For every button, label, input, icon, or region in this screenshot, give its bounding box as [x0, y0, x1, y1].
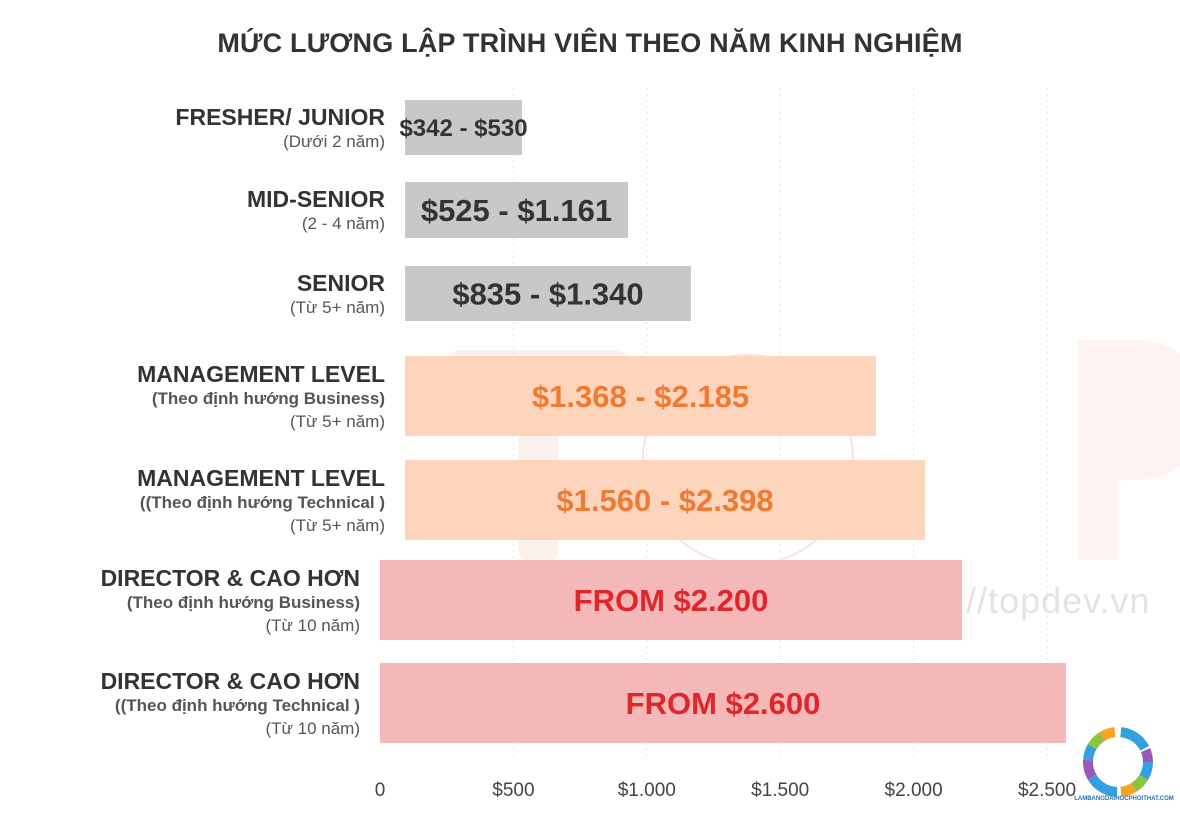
- category-sublabel: (Từ 5+ năm): [290, 298, 385, 317]
- category-sublabel: (Từ 10 năm): [265, 616, 360, 635]
- bar: [380, 560, 962, 640]
- category-sublabel: (Dưới 2 năm): [283, 132, 385, 151]
- category-label: MANAGEMENT LEVEL: [137, 465, 385, 491]
- category-sublabel: (Từ 5+ năm): [290, 412, 385, 431]
- bar-value-label: $1.368 - $2.185: [532, 379, 749, 414]
- x-tick-label: $1.000: [618, 780, 676, 801]
- bar: [405, 182, 628, 238]
- bar-value-label: $525 - $1.161: [421, 193, 612, 228]
- category-label: DIRECTOR & CAO HƠN: [101, 668, 360, 694]
- bar-value-label: FROM $2.600: [626, 686, 821, 721]
- brand-text: LAMBANGDAIHOCPHOITHAT.COM: [1074, 796, 1174, 802]
- bar: [405, 100, 522, 155]
- category-sublabel: ((Theo định hướng Technical ): [115, 696, 360, 715]
- bar: [405, 266, 691, 321]
- bar-value-label: $1.560 - $2.398: [556, 483, 773, 518]
- x-tick-label: $500: [492, 780, 534, 801]
- x-tick-label: $2.500: [1018, 780, 1076, 801]
- category-sublabel: ((Theo định hướng Technical ): [140, 493, 385, 512]
- chart-title: MỨC LƯƠNG LẬP TRÌNH VIÊN THEO NĂM KINH N…: [217, 28, 963, 58]
- bar: [405, 356, 876, 436]
- x-tick-label: 0: [375, 780, 386, 801]
- bar: [380, 663, 1066, 743]
- x-tick-label: $1.500: [751, 780, 809, 801]
- category-label: FRESHER/ JUNIOR: [175, 104, 385, 130]
- bar: [405, 460, 925, 540]
- x-tick-label: $2.000: [885, 780, 943, 801]
- category-sublabel: (2 - 4 năm): [302, 214, 385, 233]
- bar-value-label: $835 - $1.340: [452, 277, 643, 312]
- category-sublabel: (Theo định hướng Business): [152, 389, 385, 408]
- bar-value-label: $342 - $530: [399, 115, 527, 142]
- category-label: DIRECTOR & CAO HƠN: [101, 565, 360, 591]
- category-label: MID-SENIOR: [247, 186, 385, 212]
- brand-badge-icon: [1083, 727, 1153, 797]
- category-sublabel: (Từ 10 năm): [265, 719, 360, 738]
- category-sublabel: (Từ 5+ năm): [290, 516, 385, 535]
- category-sublabel: (Theo định hướng Business): [127, 593, 360, 612]
- bar-value-label: FROM $2.200: [574, 583, 769, 618]
- category-label: SENIOR: [297, 270, 386, 296]
- category-label: MANAGEMENT LEVEL: [137, 361, 385, 387]
